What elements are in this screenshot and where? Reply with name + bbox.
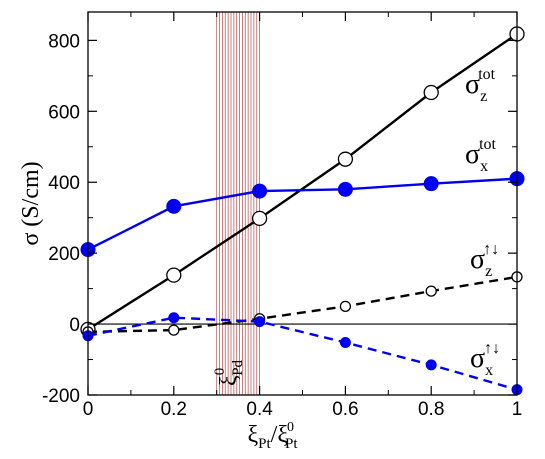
y-tick-label: 800 bbox=[48, 31, 80, 52]
series-label: σztot bbox=[465, 66, 496, 105]
series-label: σx↑↓ bbox=[470, 340, 500, 379]
x-axis-title: ξPt/ξ0 Pt bbox=[247, 420, 298, 452]
data-point bbox=[168, 312, 180, 324]
data-point bbox=[425, 285, 437, 297]
series-line bbox=[87, 177, 518, 251]
labels-layer: σztot σxtot σz↑↓ σx↑↓ ξ0 Pd bbox=[212, 66, 500, 386]
series-label: σz↑↓ bbox=[470, 241, 499, 280]
data-point bbox=[168, 324, 180, 336]
series-line bbox=[87, 32, 518, 331]
data-point bbox=[166, 198, 182, 214]
data-point bbox=[339, 337, 351, 349]
y-tick-label: 600 bbox=[48, 102, 80, 123]
x-tick-label: 1 bbox=[512, 399, 523, 420]
xi-pd-band bbox=[216, 12, 261, 395]
data-point bbox=[166, 267, 182, 283]
data-point bbox=[254, 316, 266, 328]
series-line bbox=[87, 275, 518, 334]
x-tick-label: 0.2 bbox=[161, 399, 187, 420]
series-2 bbox=[80, 171, 525, 258]
y-tick-label: -200 bbox=[42, 386, 80, 407]
data-point bbox=[423, 84, 439, 101]
data-point bbox=[337, 181, 353, 197]
xi-pd-label: ξ0 Pd bbox=[212, 359, 246, 386]
x-tick-label: 0.4 bbox=[246, 399, 273, 420]
x-tick-label: 0.8 bbox=[418, 399, 444, 420]
data-point bbox=[337, 151, 354, 167]
x-tick-label: 0 bbox=[83, 399, 94, 420]
plot-frame bbox=[87, 11, 518, 396]
y-axis-title: σ (S/cm) bbox=[18, 161, 44, 245]
series-layer bbox=[80, 26, 525, 396]
series-3 bbox=[82, 271, 523, 338]
x-tick-label: 0.6 bbox=[332, 399, 358, 420]
y-tick-label: 400 bbox=[48, 173, 80, 194]
data-point bbox=[251, 210, 268, 227]
data-point bbox=[339, 300, 352, 312]
data-point bbox=[425, 359, 437, 371]
y-tick-label: 0 bbox=[69, 315, 80, 336]
y-tick-label: 200 bbox=[48, 244, 80, 265]
series-4 bbox=[82, 312, 523, 396]
series-label: σxtot bbox=[465, 136, 497, 175]
data-point bbox=[423, 176, 439, 192]
data-point bbox=[252, 183, 268, 199]
series-line bbox=[87, 316, 518, 391]
